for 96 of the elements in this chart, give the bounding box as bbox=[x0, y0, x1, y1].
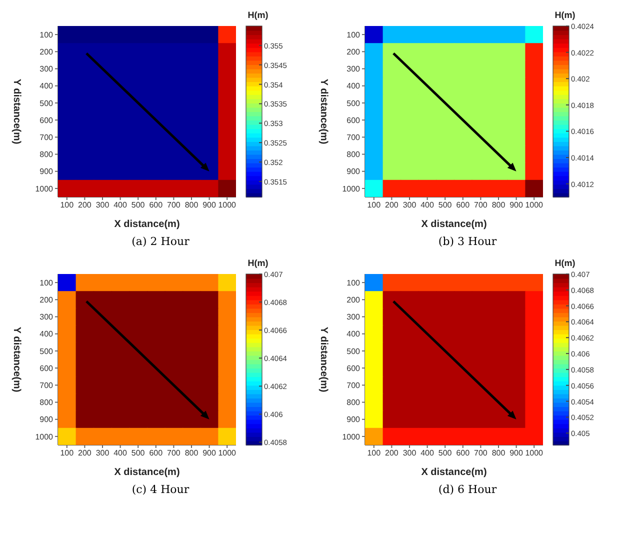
y-tick-label: 200 bbox=[346, 295, 361, 304]
text: (a) 2 Hour bbox=[130, 235, 190, 248]
x-tick-label: 300 bbox=[402, 200, 417, 210]
text: (d) 6 Hour bbox=[437, 483, 498, 496]
x-tick-label: 100 bbox=[367, 200, 382, 210]
y-tick-label: 400 bbox=[40, 82, 54, 91]
color-bar-title: H(m) bbox=[554, 258, 576, 268]
x-tick-label: 500 bbox=[131, 200, 146, 210]
y-tick-label: 300 bbox=[40, 64, 54, 74]
color-bar-title: H(m) bbox=[248, 10, 268, 20]
y-tick-label: 300 bbox=[40, 312, 54, 322]
x-tick-label: 200 bbox=[78, 200, 92, 210]
x-tick-label: 700 bbox=[474, 200, 488, 210]
y-tick-label: 400 bbox=[346, 330, 361, 339]
y-tick-label: 700 bbox=[346, 380, 361, 390]
y-tick-label: 300 bbox=[346, 312, 361, 322]
y-tick-label: 900 bbox=[346, 167, 361, 176]
x-tick-label: 800 bbox=[492, 448, 506, 458]
color-bar-title: H(m) bbox=[554, 10, 576, 20]
x-axis-title: X distance(m) bbox=[421, 467, 487, 478]
x-tick-label: 500 bbox=[131, 448, 146, 458]
x-tick-label: 800 bbox=[184, 200, 199, 210]
y-tick-label: 200 bbox=[40, 47, 54, 56]
x-tick-label: 500 bbox=[438, 200, 452, 210]
x-tick-label: 500 bbox=[438, 448, 452, 458]
y-tick-label: 300 bbox=[346, 64, 361, 74]
x-axis-title: X distance(m) bbox=[421, 219, 487, 230]
x-tick-label: 200 bbox=[385, 448, 399, 458]
x-tick-label: 900 bbox=[202, 448, 217, 458]
y-tick-label: 1000 bbox=[35, 432, 54, 442]
x-tick-label: 100 bbox=[60, 448, 74, 458]
x-axis-title: X distance(m) bbox=[114, 219, 180, 230]
color-bar-title: H(m) bbox=[248, 258, 268, 268]
x-tick-label: 600 bbox=[149, 448, 164, 458]
y-tick-label: 400 bbox=[346, 82, 361, 91]
y-tick-label: 700 bbox=[40, 380, 54, 390]
y-tick-label: 600 bbox=[40, 116, 54, 125]
y-tick-label: 100 bbox=[346, 278, 361, 288]
x-tick-label: 300 bbox=[402, 448, 417, 458]
y-tick-label: 200 bbox=[40, 295, 54, 304]
y-axis-title: Y distance(m) bbox=[11, 78, 22, 144]
x-tick-label: 1000 bbox=[525, 200, 544, 210]
y-tick-label: 200 bbox=[346, 47, 361, 56]
x-tick-label: 100 bbox=[367, 448, 382, 458]
y-tick-label: 1000 bbox=[35, 184, 54, 194]
x-tick-label: 900 bbox=[510, 200, 524, 210]
y-axis-title: Y distance(m) bbox=[318, 326, 329, 392]
y-tick-label: 900 bbox=[346, 415, 361, 424]
x-tick-label: 300 bbox=[96, 200, 110, 210]
text: (b) 3 Hour bbox=[437, 235, 498, 248]
x-tick-label: 600 bbox=[149, 200, 164, 210]
text: (c) 4 Hour bbox=[130, 483, 190, 496]
x-tick-label: 400 bbox=[420, 200, 435, 210]
x-tick-label: 200 bbox=[78, 448, 92, 458]
y-tick-label: 800 bbox=[40, 398, 54, 408]
y-tick-label: 400 bbox=[40, 330, 54, 339]
y-tick-label: 800 bbox=[346, 150, 361, 160]
y-tick-label: 500 bbox=[346, 98, 361, 108]
y-tick-label: 600 bbox=[40, 364, 54, 373]
y-tick-label: 600 bbox=[346, 364, 361, 373]
y-tick-label: 700 bbox=[40, 132, 54, 142]
x-tick-label: 1000 bbox=[218, 200, 237, 210]
y-tick-label: 500 bbox=[40, 98, 54, 108]
x-tick-label: 400 bbox=[114, 448, 128, 458]
y-tick-label: 800 bbox=[346, 398, 361, 408]
x-tick-label: 800 bbox=[184, 448, 199, 458]
y-tick-label: 1000 bbox=[342, 432, 361, 442]
y-tick-label: 900 bbox=[40, 167, 54, 176]
x-tick-label: 400 bbox=[114, 200, 128, 210]
y-tick-label: 800 bbox=[40, 150, 54, 160]
y-tick-label: 100 bbox=[40, 278, 54, 288]
y-tick-label: 700 bbox=[346, 132, 361, 142]
x-tick-label: 900 bbox=[510, 448, 524, 458]
x-tick-label: 600 bbox=[456, 200, 470, 210]
y-tick-label: 900 bbox=[40, 415, 54, 424]
x-tick-label: 700 bbox=[167, 200, 181, 210]
y-tick-label: 500 bbox=[346, 346, 361, 356]
x-tick-label: 800 bbox=[492, 200, 506, 210]
y-tick-label: 100 bbox=[40, 30, 54, 40]
y-axis-title: Y distance(m) bbox=[11, 326, 22, 392]
x-tick-label: 1000 bbox=[218, 448, 237, 458]
x-tick-label: 300 bbox=[96, 448, 110, 458]
y-tick-label: 1000 bbox=[342, 184, 361, 194]
y-tick-label: 500 bbox=[40, 346, 54, 356]
x-tick-label: 1000 bbox=[525, 448, 544, 458]
x-axis-title: X distance(m) bbox=[114, 467, 180, 478]
y-tick-label: 100 bbox=[346, 30, 361, 40]
x-tick-label: 600 bbox=[456, 448, 470, 458]
x-tick-label: 100 bbox=[60, 200, 74, 210]
x-tick-label: 200 bbox=[385, 200, 399, 210]
x-tick-label: 400 bbox=[420, 448, 435, 458]
x-tick-label: 700 bbox=[167, 448, 181, 458]
x-tick-label: 900 bbox=[202, 200, 217, 210]
y-tick-label: 600 bbox=[346, 116, 361, 125]
x-tick-label: 700 bbox=[474, 448, 488, 458]
y-axis-title: Y distance(m) bbox=[318, 78, 329, 144]
